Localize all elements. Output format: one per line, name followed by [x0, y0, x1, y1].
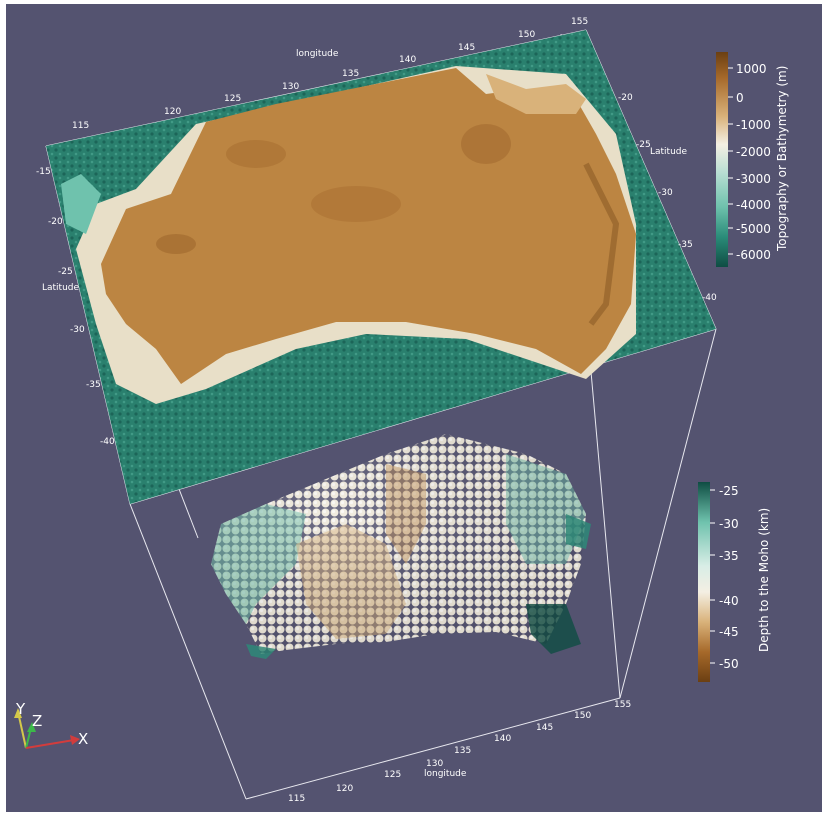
svg-text:-35: -35: [86, 380, 101, 390]
svg-text:-25: -25: [719, 484, 739, 498]
svg-text:-40: -40: [100, 437, 115, 447]
x-axis-label: X: [78, 730, 88, 748]
svg-text:-1000: -1000: [736, 118, 771, 132]
svg-text:-40: -40: [719, 594, 739, 608]
y-axis-label: Y: [15, 700, 26, 718]
svg-text:130: 130: [426, 759, 443, 769]
topography-colorbar-title: Topography or Bathymetry (m): [775, 66, 789, 252]
orientation-axes[interactable]: Y Z X: [14, 700, 88, 749]
svg-text:130: 130: [282, 82, 299, 92]
svg-text:-25: -25: [636, 140, 651, 150]
svg-text:135: 135: [454, 746, 471, 756]
svg-text:-30: -30: [719, 517, 739, 531]
top-longitude-label: longitude: [296, 49, 339, 59]
svg-text:0: 0: [736, 91, 744, 105]
top-right-latitude-label: Latitude: [650, 147, 688, 157]
svg-text:1000: 1000: [736, 62, 767, 76]
svg-text:150: 150: [518, 30, 535, 40]
svg-text:-35: -35: [678, 240, 693, 250]
svg-text:-30: -30: [70, 325, 85, 335]
topography-colorbar: 1000 0 -1000 -2000 -3000 -4000 -5000 -60…: [716, 52, 789, 267]
svg-text:-25: -25: [58, 267, 73, 277]
svg-text:145: 145: [536, 723, 553, 733]
moho-colorbar-title: Depth to the Moho (km): [757, 508, 771, 652]
topography-surface: [46, 30, 716, 504]
bottom-longitude-ticks: 115 120 125 130 135 140 145 150 155 long…: [288, 700, 631, 804]
svg-text:-30: -30: [658, 188, 673, 198]
svg-text:155: 155: [614, 700, 631, 710]
top-left-latitude-ticks: -15 -20 -25 -30 -35 -40 Latitude: [36, 167, 115, 447]
svg-text:155: 155: [571, 17, 588, 27]
top-left-latitude-label: Latitude: [42, 283, 80, 293]
bottom-longitude-label: longitude: [424, 769, 467, 779]
svg-text:120: 120: [336, 784, 353, 794]
svg-text:-15: -15: [36, 167, 51, 177]
svg-text:-3000: -3000: [736, 172, 771, 186]
moho-colorbar: -25 -30 -35 -40 -45 -50 Depth to the Moh…: [698, 482, 771, 682]
svg-text:145: 145: [458, 43, 475, 53]
svg-text:-35: -35: [719, 549, 739, 563]
svg-text:-50: -50: [719, 657, 739, 671]
x-axis-arrow: [25, 739, 75, 749]
svg-text:-45: -45: [719, 625, 739, 639]
render-viewport[interactable]: 115 120 125 130 135 140 145 150 155 long…: [6, 4, 822, 812]
z-axis-label: Z: [32, 712, 42, 730]
svg-text:-2000: -2000: [736, 145, 771, 159]
svg-text:125: 125: [224, 94, 241, 104]
svg-text:-5000: -5000: [736, 222, 771, 236]
svg-text:115: 115: [72, 121, 89, 131]
svg-text:125: 125: [384, 770, 401, 780]
svg-text:150: 150: [574, 711, 591, 721]
top-longitude-ticks: 115 120 125 130 135 140 145 150 155 long…: [72, 17, 588, 131]
svg-text:-20: -20: [618, 93, 633, 103]
scene-svg: 115 120 125 130 135 140 145 150 155 long…: [14, 17, 789, 804]
svg-text:-4000: -4000: [736, 198, 771, 212]
svg-text:-40: -40: [702, 293, 717, 303]
svg-text:-20: -20: [48, 217, 63, 227]
svg-text:140: 140: [494, 734, 511, 744]
svg-text:-6000: -6000: [736, 248, 771, 262]
svg-text:140: 140: [399, 55, 416, 65]
svg-text:115: 115: [288, 794, 305, 804]
svg-text:120: 120: [164, 107, 181, 117]
moho-depth-points: [211, 434, 591, 659]
svg-text:135: 135: [342, 69, 359, 79]
top-right-latitude-ticks: -20 -25 -30 -35 -40 Latitude: [618, 93, 717, 303]
